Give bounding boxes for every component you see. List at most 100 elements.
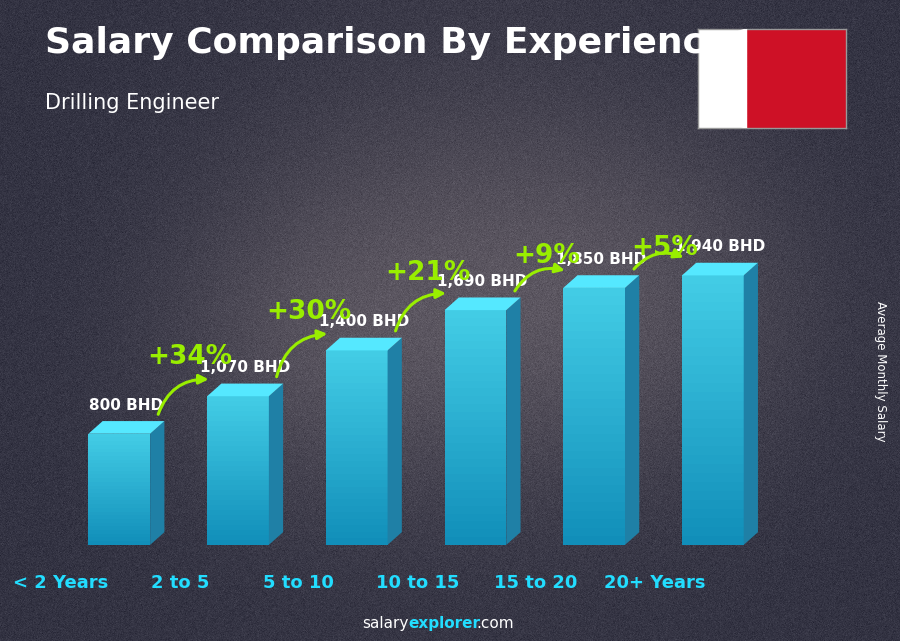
Polygon shape [727,78,746,91]
Polygon shape [682,374,743,383]
Polygon shape [445,506,507,513]
Bar [698,29,746,128]
Polygon shape [88,460,150,463]
Text: +9%: +9% [513,244,580,269]
Polygon shape [445,333,507,342]
Text: 1,690 BHD: 1,690 BHD [437,274,527,289]
Polygon shape [682,419,743,428]
Polygon shape [207,500,269,505]
Polygon shape [563,297,625,305]
Polygon shape [207,520,269,525]
Polygon shape [207,441,269,445]
Polygon shape [727,54,746,66]
Polygon shape [207,401,269,406]
Polygon shape [88,445,150,449]
Polygon shape [207,406,269,411]
Polygon shape [326,487,388,493]
Polygon shape [445,365,507,372]
Polygon shape [207,470,269,476]
Polygon shape [563,537,625,545]
Polygon shape [563,288,625,297]
Polygon shape [445,435,507,443]
Polygon shape [445,537,507,545]
Text: 10 to 15: 10 to 15 [375,574,459,592]
Polygon shape [445,498,507,506]
Polygon shape [326,428,388,435]
Polygon shape [388,338,401,545]
Polygon shape [743,263,758,545]
Polygon shape [326,338,401,351]
Polygon shape [88,493,150,497]
Polygon shape [326,512,388,519]
Polygon shape [207,431,269,436]
Polygon shape [682,303,743,312]
Polygon shape [326,447,388,454]
Polygon shape [563,374,625,382]
Polygon shape [445,396,507,404]
Polygon shape [207,476,269,481]
Polygon shape [563,275,639,288]
Polygon shape [326,538,388,545]
Polygon shape [563,390,625,399]
Polygon shape [207,421,269,426]
Text: +5%: +5% [632,235,698,261]
Polygon shape [563,433,625,442]
Polygon shape [326,351,388,357]
Polygon shape [445,451,507,459]
Polygon shape [682,356,743,365]
Polygon shape [682,437,743,446]
Polygon shape [269,383,284,545]
Polygon shape [563,356,625,365]
Polygon shape [563,408,625,417]
Polygon shape [207,525,269,530]
Polygon shape [326,389,388,395]
Polygon shape [682,383,743,392]
Polygon shape [563,442,625,451]
Polygon shape [326,403,388,409]
Polygon shape [682,491,743,500]
Polygon shape [445,474,507,482]
Polygon shape [682,329,743,338]
Polygon shape [207,485,269,490]
Polygon shape [445,412,507,420]
Polygon shape [207,510,269,515]
Polygon shape [563,485,625,494]
Polygon shape [207,515,269,520]
Polygon shape [207,530,269,535]
Polygon shape [326,480,388,487]
Polygon shape [326,532,388,538]
Polygon shape [88,537,150,541]
Polygon shape [682,365,743,374]
Polygon shape [88,512,150,515]
Polygon shape [207,445,269,451]
Polygon shape [326,409,388,415]
Text: 2 to 5: 2 to 5 [150,574,209,592]
Polygon shape [326,526,388,532]
Polygon shape [682,509,743,518]
Polygon shape [445,467,507,474]
Polygon shape [445,428,507,435]
Text: +30%: +30% [266,299,352,326]
Polygon shape [727,103,746,116]
Polygon shape [682,401,743,410]
Text: Drilling Engineer: Drilling Engineer [45,93,219,113]
Polygon shape [682,518,743,527]
Polygon shape [445,513,507,521]
Polygon shape [88,515,150,519]
Text: 1,070 BHD: 1,070 BHD [200,360,291,375]
Polygon shape [682,527,743,536]
Polygon shape [727,41,746,54]
Polygon shape [682,473,743,482]
Polygon shape [563,348,625,356]
Text: 800 BHD: 800 BHD [89,398,164,413]
Polygon shape [88,501,150,504]
Polygon shape [326,474,388,480]
Polygon shape [88,504,150,508]
Polygon shape [88,474,150,478]
Polygon shape [682,446,743,455]
Polygon shape [88,526,150,530]
Polygon shape [326,357,388,363]
Polygon shape [88,441,150,445]
Polygon shape [563,322,625,331]
Text: < 2 Years: < 2 Years [14,574,109,592]
